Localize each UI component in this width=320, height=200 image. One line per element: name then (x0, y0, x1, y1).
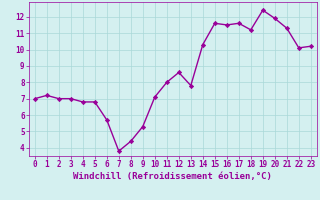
X-axis label: Windchill (Refroidissement éolien,°C): Windchill (Refroidissement éolien,°C) (73, 172, 272, 181)
